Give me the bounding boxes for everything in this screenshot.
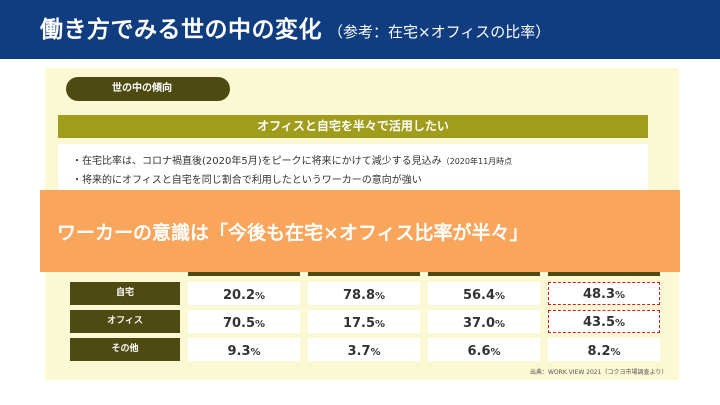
row-label-home: 自宅 [70,282,180,305]
column-header-stub-1 [188,272,300,276]
table-cell: 6.6% [428,338,540,361]
table-cell: 17.5% [308,310,420,333]
section-pill: 世の中の傾向 [66,77,230,101]
table-cell: 37.0% [428,310,540,333]
row-label-other: その他 [70,338,180,361]
table-cell: 78.8% [308,282,420,305]
bullet-box: ・在宅比率は、コロナ禍直後(2020年5月)をピークに将来にかけて減少する見込み… [58,144,648,190]
table-cell-highlighted: 43.5% [548,310,660,333]
slide-header: 働き方でみる世の中の変化 （参考：在宅×オフィスの比率） [0,0,720,59]
bullet-item-1: ・在宅比率は、コロナ禍直後(2020年5月)をピークに将来にかけて減少する見込み… [72,152,512,167]
table-cell-highlighted: 48.3% [548,282,660,305]
title-main: 働き方でみる世の中の変化 [40,17,322,43]
bullet-1-note: （2020年11月時点 [441,157,513,166]
column-header-stub-2 [308,272,420,276]
banner-text: ワーカーの意識は「今後も在宅×オフィス比率が半々」 [57,222,529,244]
table-cell: 20.2% [188,282,300,305]
callout-banner: ワーカーの意識は「今後も在宅×オフィス比率が半々」 [40,190,680,272]
table-cell: 9.3% [188,338,300,361]
table-cell: 56.4% [428,282,540,305]
column-header-stub-4 [548,272,660,276]
table-cell: 70.5% [188,310,300,333]
table-cell: 8.2% [548,338,660,361]
row-label-office: オフィス [70,310,180,333]
column-header-stub-3 [428,272,540,276]
slide-title: 働き方でみる世の中の変化 （参考：在宅×オフィスの比率） [40,10,550,44]
title-subtitle: （参考：在宅×オフィスの比率） [328,23,551,41]
bullet-item-2: ・将来的にオフィスと自宅を同じ割合で利用したというワーカーの意向が強い [72,175,422,186]
table-cell: 3.7% [308,338,420,361]
heading-bar: オフィスと自宅を半々で活用したい [58,115,648,138]
bullet-1-text: ・在宅比率は、コロナ禍直後(2020年5月)をピークに将来にかけて減少する見込み [72,156,442,167]
source-note: 出典：WORK VIEW 2021（コクヨ市場調査より） [530,369,668,376]
